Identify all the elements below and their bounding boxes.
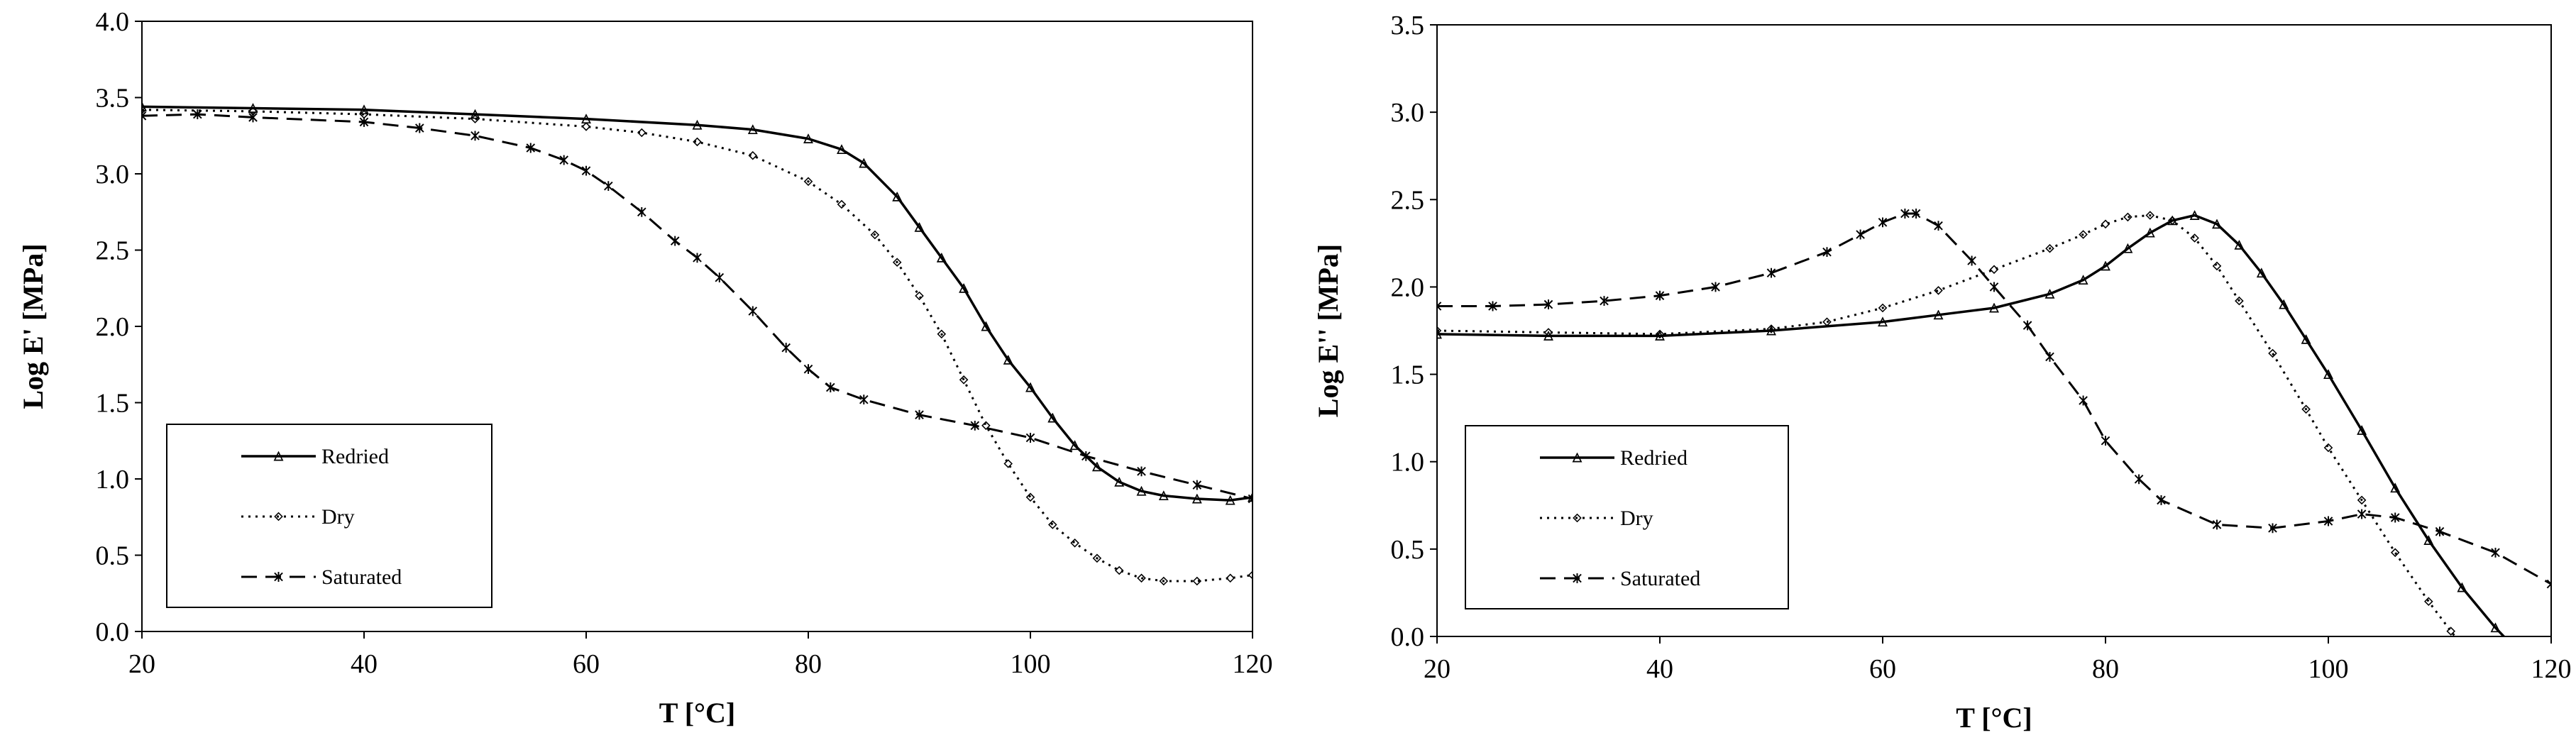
chart-0-y-tick-label: 1.0 (96, 465, 130, 495)
chart-1-y-tick-label: 0.5 (1391, 535, 1425, 565)
chart-1-x-tick-label: 80 (2092, 654, 2119, 684)
chart-1-x-tick-label: 120 (2531, 654, 2572, 684)
chart-1-y-tick-label: 1.0 (1391, 448, 1425, 478)
chart-0-y-tick-label: 0.0 (96, 617, 130, 647)
chart-0-y-axis-title: Log E' [MPa] (17, 243, 49, 409)
chart-0-y-tick-label: 3.5 (96, 84, 130, 114)
chart-0-x-tick-label: 20 (128, 649, 155, 679)
chart-0-y-tick-label: 2.0 (96, 312, 130, 342)
chart-0-x-tick-label: 100 (1011, 649, 1051, 679)
chart-0-y-tick-label: 4.0 (96, 7, 130, 37)
chart-0-x-tick-label: 120 (1233, 649, 1273, 679)
chart-0-x-axis-title: T [°C] (659, 697, 735, 729)
chart-0-y-tick-label: 2.5 (96, 236, 130, 266)
chart-1-x-tick-label: 100 (2308, 654, 2349, 684)
chart-0-legend-box (166, 424, 492, 608)
storage-modulus-chart: 0.0 0.5 1.0 1.5 2.0 2.5 3.0 3.5 4.0 20 40 60 80 100 12… (17, 7, 1273, 729)
chart-1-x-tick-label: 40 (1646, 654, 1673, 684)
chart-1-y-tick-label: 1.5 (1391, 360, 1425, 390)
chart-1-x-tick-label: 60 (1869, 654, 1896, 684)
chart-0-legend-label-saturated: Saturated (321, 565, 402, 589)
chart-0-x-tick-label: 40 (351, 649, 378, 679)
chart-1-legend-label-dry: Dry (1620, 507, 1653, 530)
chart-0-legend-label-dry: Dry (321, 505, 355, 529)
chart-1-x-axis-title: T [°C] (1956, 702, 2032, 734)
chart-1-y-tick-label: 3.0 (1391, 98, 1425, 128)
chart-0-y-tick-label: 0.5 (96, 541, 130, 571)
loss-modulus-chart: 0.0 0.5 1.0 1.5 2.0 2.5 3.0 3.5 20 40 60 80 100 120 T … (1312, 11, 2572, 734)
chart-0-x-tick-label: 80 (795, 649, 822, 679)
chart-1-y-tick-label: 0.0 (1391, 622, 1425, 652)
chart-0-y-tick-label: 1.5 (96, 389, 130, 419)
chart-1-y-tick-label: 3.5 (1391, 11, 1425, 40)
chart-1-y-tick-label: 2.0 (1391, 272, 1425, 302)
chart-0-legend-label-redried: Redried (321, 445, 389, 468)
chart-0-x-tick-label: 60 (573, 649, 600, 679)
chart-1-legend-box (1465, 425, 1789, 609)
chart-1-legend-label-redried: Redried (1620, 446, 1688, 470)
chart-1-y-tick-label: 2.5 (1391, 185, 1425, 215)
chart-1-legend-label-saturated: Saturated (1620, 567, 1700, 590)
chart-1-y-axis-title: Log E'' [MPa] (1312, 244, 1344, 417)
chart-1-x-tick-label: 20 (1424, 654, 1451, 684)
chart-0-y-tick-label: 3.0 (96, 160, 130, 189)
chart-0-series-saturated (142, 109, 1253, 504)
